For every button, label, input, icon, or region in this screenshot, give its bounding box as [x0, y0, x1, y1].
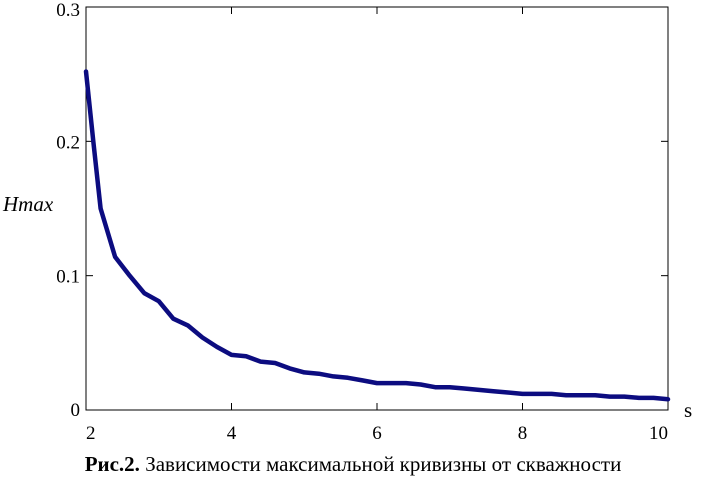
x-tick-label: 6: [372, 423, 382, 444]
caption-text: Зависимости максимальной кривизны от скв…: [139, 452, 622, 476]
x-tick-label: 2: [86, 423, 96, 444]
figure-caption: Рис.2. Зависимости максимальной кривизны…: [0, 452, 706, 477]
x-tick-label: 8: [518, 423, 528, 444]
y-tick-label: 0.3: [56, 0, 80, 21]
x-axis-label: s: [684, 398, 692, 422]
y-axis-label: Hmax: [2, 192, 54, 216]
plot-frame: [85, 6, 669, 411]
y-tick-label: 0.2: [56, 132, 80, 153]
y-tick-label: 0: [71, 400, 81, 421]
y-tick-label: 0.1: [56, 267, 80, 288]
series-line: [83, 69, 671, 402]
x-tick-label: 4: [227, 423, 237, 444]
figure-number: Рис.2.: [84, 452, 140, 476]
x-tick-label: 10: [649, 423, 668, 444]
